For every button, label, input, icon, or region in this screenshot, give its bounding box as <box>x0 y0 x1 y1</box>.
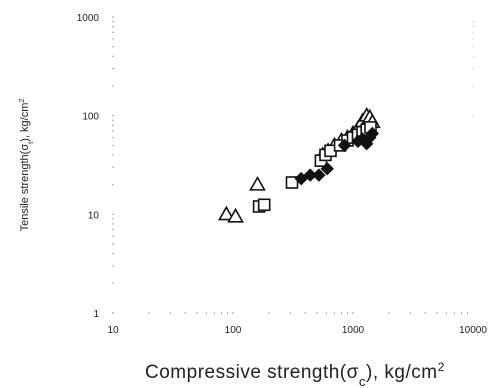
right-edge-mark <box>472 20 474 23</box>
x-axis-minor-mark <box>453 312 456 314</box>
x-axis-minor-mark <box>445 312 448 314</box>
y-axis-minor-mark <box>112 38 114 40</box>
right-edge-mark <box>472 26 474 28</box>
square-point <box>257 198 271 212</box>
y-axis-minor-mark <box>112 130 114 132</box>
y-axis-minor-mark <box>112 235 114 237</box>
y-axis-minor-mark <box>112 55 114 57</box>
y-axis-minor-mark <box>112 46 114 48</box>
y-axis-minor-mark <box>112 243 114 245</box>
x-axis-minor-mark <box>226 312 229 314</box>
y-axis-minor-mark <box>112 218 114 220</box>
y-axis-minor-mark <box>112 25 114 28</box>
y-axis-minor-mark <box>112 67 114 70</box>
y-tick-label: 100 <box>82 112 99 123</box>
x-axis-minor-mark <box>213 312 216 314</box>
tick-labels: 1 10 100 1000 10 100 1000 10000 <box>77 13 488 336</box>
y-tick-label: 1 <box>93 309 99 320</box>
x-axis-minor-mark <box>304 312 306 314</box>
x-axis-minor-mark <box>388 312 390 314</box>
y-axis-minor-mark <box>112 228 114 231</box>
diamond-point <box>320 162 334 176</box>
right-edge-mark <box>472 55 474 57</box>
x-tick-label: 1000 <box>342 325 365 336</box>
x-axis-minor-mark <box>424 312 426 314</box>
y-axis-minor-mark <box>112 183 114 186</box>
triangle-point <box>217 205 235 221</box>
x-axis-minor-mark <box>466 312 469 314</box>
y-axis-minor-mark <box>112 20 114 23</box>
y-axis-minor-mark <box>112 154 114 156</box>
x-axis-minor-mark <box>196 312 198 314</box>
square-point <box>285 176 299 189</box>
y-axis-minor-mark <box>112 115 114 117</box>
x-axis-minor-mark <box>148 312 150 314</box>
y-axis-minor-mark <box>112 31 114 33</box>
y-axis-minor-mark <box>112 85 114 87</box>
x-axis-minor-mark <box>325 312 328 314</box>
x-axis-minor-mark <box>184 312 186 314</box>
y-axis-minor-mark <box>112 213 114 215</box>
right-edge-mark <box>472 31 474 33</box>
x-axis-minor-mark <box>436 312 438 314</box>
x-axis-minor-mark <box>289 312 291 314</box>
diamond-point <box>312 168 326 182</box>
x-axis-minor-mark <box>352 312 354 314</box>
right-edge-mark <box>472 46 474 48</box>
y-axis-label: Tensile strength(σt), kg/cm2 <box>18 99 35 232</box>
y-axis-minor-mark <box>112 166 114 168</box>
diamond-point <box>337 138 352 153</box>
diamond-point <box>365 126 380 141</box>
x-axis-minor-mark <box>409 312 411 314</box>
y-axis-minor-mark <box>112 223 114 225</box>
x-tick-label: 10 <box>107 325 119 336</box>
x-axis-label: Compressive strength(σc), kg/cm2 <box>145 360 445 388</box>
y-axis-minor-mark <box>112 144 114 147</box>
right-edge-mark <box>472 38 474 40</box>
x-axis-minor-mark <box>268 312 270 314</box>
y-axis-minor-mark <box>112 16 114 18</box>
x-tick-label: 100 <box>225 325 242 336</box>
x-axis-minor-mark <box>169 312 171 314</box>
right-edge-mark <box>472 68 474 70</box>
triangle-point <box>227 207 244 223</box>
right-edge-mark <box>472 85 474 87</box>
x-axis-minor-mark <box>232 312 234 314</box>
y-axis-minor-mark <box>112 124 114 126</box>
y-axis-minor-mark <box>112 119 114 121</box>
right-edge-mark <box>472 115 474 117</box>
y-tick-label: 10 <box>88 210 100 221</box>
x-tick-label: 10000 <box>459 325 487 336</box>
y-axis-minor-mark <box>112 136 114 139</box>
x-axis-minor-mark <box>220 312 223 314</box>
y-axis-minor-mark <box>112 252 114 255</box>
triangle-point <box>249 176 266 191</box>
x-axis-minor-mark <box>346 312 349 314</box>
x-axis-minor-mark <box>316 312 318 314</box>
y-axis-minor-mark <box>112 265 114 267</box>
y-axis-minor-mark <box>112 282 114 284</box>
x-axis-minor-mark <box>333 312 336 314</box>
x-axis-minor-mark <box>112 312 114 314</box>
data-points <box>217 107 381 223</box>
x-axis-minor-mark <box>205 312 208 314</box>
x-axis-minor-mark <box>460 312 463 314</box>
axes <box>112 16 474 314</box>
x-axis-minor-mark <box>340 312 343 314</box>
y-tick-label: 1000 <box>77 13 100 24</box>
